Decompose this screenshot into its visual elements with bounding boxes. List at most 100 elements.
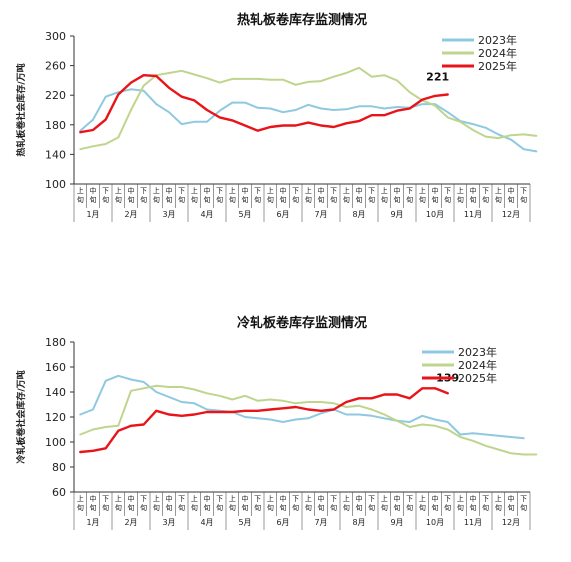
y-tick-label: 220 [45, 89, 66, 102]
data-point [497, 137, 499, 139]
data-point [371, 105, 373, 107]
data-point [231, 78, 233, 80]
data-point [193, 121, 195, 123]
data-point [231, 102, 233, 104]
x-period-label: 中旬 [394, 186, 401, 204]
data-point [206, 409, 208, 411]
data-point [206, 121, 208, 123]
data-point [117, 430, 119, 432]
data-point [130, 379, 132, 381]
x-period-label: 下旬 [520, 495, 527, 512]
data-point [168, 87, 170, 89]
data-point [307, 401, 309, 403]
x-period-label: 中旬 [90, 494, 97, 512]
x-period-label: 中旬 [470, 494, 477, 512]
data-point [396, 110, 398, 112]
x-month-label: 2月 [124, 210, 137, 219]
data-point [257, 130, 259, 132]
data-point [143, 424, 145, 426]
data-point [155, 410, 157, 412]
series-line-2025年 [79, 73, 449, 134]
x-period-label: 下旬 [482, 495, 489, 512]
data-point [244, 416, 246, 418]
data-point [345, 401, 347, 403]
x-period-label: 上旬 [419, 494, 426, 512]
data-point [434, 425, 436, 427]
data-point [497, 134, 499, 136]
data-point [155, 391, 157, 393]
x-period-label: 上旬 [191, 186, 198, 204]
data-point [434, 387, 436, 389]
x-month-label: 4月 [200, 210, 213, 219]
data-point [421, 424, 423, 426]
data-point [320, 410, 322, 412]
data-point [105, 380, 107, 382]
data-point [168, 111, 170, 113]
data-point [105, 447, 107, 449]
data-point [320, 125, 322, 127]
data-point [307, 122, 309, 124]
data-point [79, 434, 81, 436]
y-tick-label: 140 [45, 386, 66, 399]
data-point [383, 114, 385, 116]
data-point [282, 400, 284, 402]
data-point [396, 80, 398, 82]
data-point [219, 82, 221, 84]
x-period-label: 上旬 [229, 494, 236, 512]
x-month-label: 1月 [86, 518, 99, 527]
x-month-label: 11月 [464, 518, 482, 527]
x-period-label: 上旬 [229, 186, 236, 204]
x-period-label: 下旬 [216, 187, 223, 204]
y-axis-label: 冷轧板卷社会库存/万吨 [15, 370, 27, 463]
data-point [168, 72, 170, 74]
x-period-label: 上旬 [267, 494, 274, 512]
data-point [295, 84, 297, 86]
data-point [282, 125, 284, 127]
data-point [358, 397, 360, 399]
x-period-label: 下旬 [178, 495, 185, 512]
x-period-label: 中旬 [508, 186, 515, 204]
y-axis-label: 热轧板卷社会库存/万吨 [15, 63, 27, 156]
data-point [485, 127, 487, 129]
data-point [269, 126, 271, 128]
legend-label: 2023年 [478, 33, 517, 47]
data-point [447, 421, 449, 423]
data-point [510, 139, 512, 141]
data-point [117, 136, 119, 138]
data-point [193, 389, 195, 391]
x-period-label: 上旬 [343, 494, 350, 512]
y-tick-label: 260 [45, 60, 66, 73]
data-point [371, 415, 373, 417]
x-month-label: 7月 [314, 210, 327, 219]
data-point [219, 117, 221, 119]
data-point [459, 434, 461, 436]
data-point [269, 399, 271, 401]
data-point [523, 454, 525, 456]
data-point [358, 414, 360, 416]
data-point [333, 402, 335, 404]
last-value-label: 221 [426, 70, 449, 83]
data-point [244, 395, 246, 397]
x-period-label: 中旬 [280, 186, 287, 204]
data-point [447, 111, 449, 113]
data-point [168, 396, 170, 398]
data-point [358, 405, 360, 407]
data-point [459, 436, 461, 438]
data-point [307, 417, 309, 419]
y-tick-label: 100 [45, 436, 66, 449]
x-period-label: 上旬 [115, 186, 122, 204]
data-point [459, 121, 461, 123]
data-point [307, 104, 309, 106]
data-point [396, 420, 398, 422]
data-point [244, 125, 246, 127]
data-point [257, 78, 259, 80]
data-point [193, 99, 195, 101]
data-point [79, 451, 81, 453]
x-period-label: 中旬 [318, 186, 325, 204]
data-point [181, 96, 183, 98]
data-point [345, 72, 347, 74]
x-month-label: 7月 [314, 518, 327, 527]
data-point [333, 109, 335, 111]
x-period-label: 中旬 [204, 494, 211, 512]
